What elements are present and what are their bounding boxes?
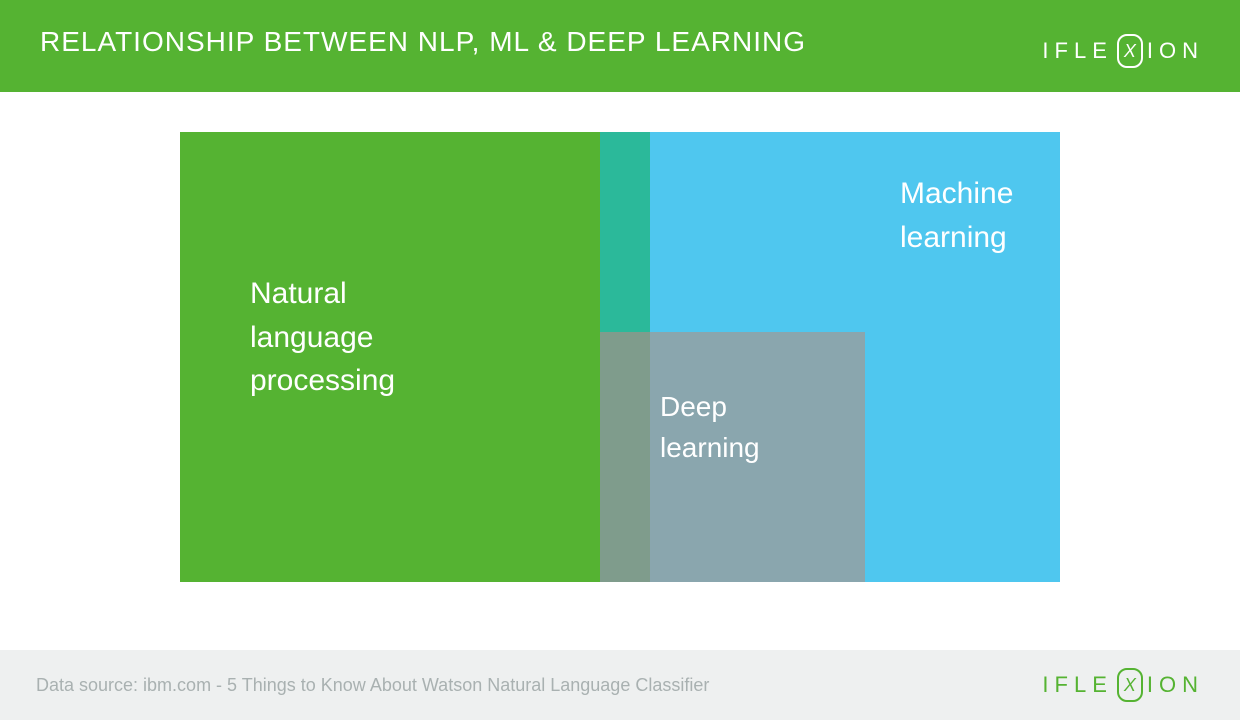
venn-diagram: Machinelearning Naturallanguageprocessin… [180, 132, 1060, 582]
logo-pre-top: IFLE [1042, 38, 1112, 64]
label-machine-learning: Machinelearning [900, 172, 1013, 259]
logo-top: IFLE X ION [1042, 34, 1204, 68]
overlap-nlp-deep [600, 332, 650, 582]
page-title: RELATIONSHIP BETWEEN NLP, ML & DEEP LEAR… [40, 26, 806, 57]
footer-bar: Data source: ibm.com - 5 Things to Know … [0, 650, 1240, 720]
logo-mark-icon: X [1117, 668, 1143, 702]
label-deep-learning: Deeplearning [660, 387, 760, 468]
logo-post-top: ION [1147, 38, 1204, 64]
box-nlp: Naturallanguageprocessing [180, 132, 650, 582]
logo-pre-footer: IFLE [1042, 672, 1112, 698]
label-nlp: Naturallanguageprocessing [250, 272, 395, 403]
logo-footer: IFLE X ION [1042, 668, 1204, 702]
overlap-nlp-ml [600, 132, 650, 332]
footer-source-text: Data source: ibm.com - 5 Things to Know … [36, 675, 709, 696]
logo-post-footer: ION [1147, 672, 1204, 698]
logo-mark-icon: X [1117, 34, 1143, 68]
